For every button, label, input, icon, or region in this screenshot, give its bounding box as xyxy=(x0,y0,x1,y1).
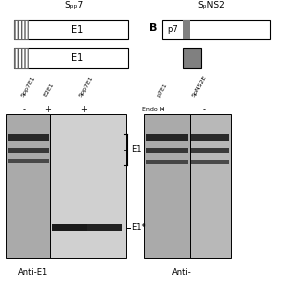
Text: E1: E1 xyxy=(131,145,141,154)
Bar xyxy=(50,114,126,258)
Bar xyxy=(52,224,87,231)
Bar xyxy=(14,48,28,68)
Text: +: + xyxy=(44,105,51,114)
Text: Spp7E1: Spp7E1 xyxy=(78,75,94,98)
Bar xyxy=(14,48,128,68)
Bar xyxy=(191,160,229,164)
Text: E1: E1 xyxy=(70,24,83,35)
Text: -: - xyxy=(203,105,206,114)
Text: E2E1: E2E1 xyxy=(43,82,55,98)
Text: p7E1: p7E1 xyxy=(156,82,168,98)
Bar xyxy=(87,224,122,231)
Text: p7: p7 xyxy=(167,25,178,34)
Text: -: - xyxy=(161,105,164,114)
Text: +: + xyxy=(80,105,87,114)
Text: Sₚₚ7: Sₚₚ7 xyxy=(64,1,83,10)
Text: SₚNS2: SₚNS2 xyxy=(198,1,225,10)
Bar xyxy=(146,134,188,141)
Bar xyxy=(190,114,231,258)
Bar xyxy=(191,148,229,153)
Bar xyxy=(183,48,201,68)
Text: Anti-E1: Anti-E1 xyxy=(18,268,48,277)
Bar xyxy=(6,114,50,258)
Bar xyxy=(183,20,190,39)
Bar xyxy=(144,114,190,258)
Text: E1: E1 xyxy=(70,53,83,63)
Bar xyxy=(191,134,229,141)
Text: Spp7E1: Spp7E1 xyxy=(20,75,37,98)
Bar xyxy=(162,20,270,39)
Bar xyxy=(146,160,188,164)
Bar xyxy=(14,20,28,39)
Text: Anti-: Anti- xyxy=(172,268,192,277)
Bar xyxy=(146,148,188,153)
Text: B: B xyxy=(149,23,157,34)
Text: -: - xyxy=(23,105,26,114)
Bar xyxy=(8,159,49,163)
Text: Endo H: Endo H xyxy=(142,107,164,112)
Bar xyxy=(8,134,49,141)
Text: E1*: E1* xyxy=(131,223,145,232)
Text: SpNS2E: SpNS2E xyxy=(191,74,207,98)
Bar xyxy=(14,20,128,39)
Bar xyxy=(8,148,49,153)
